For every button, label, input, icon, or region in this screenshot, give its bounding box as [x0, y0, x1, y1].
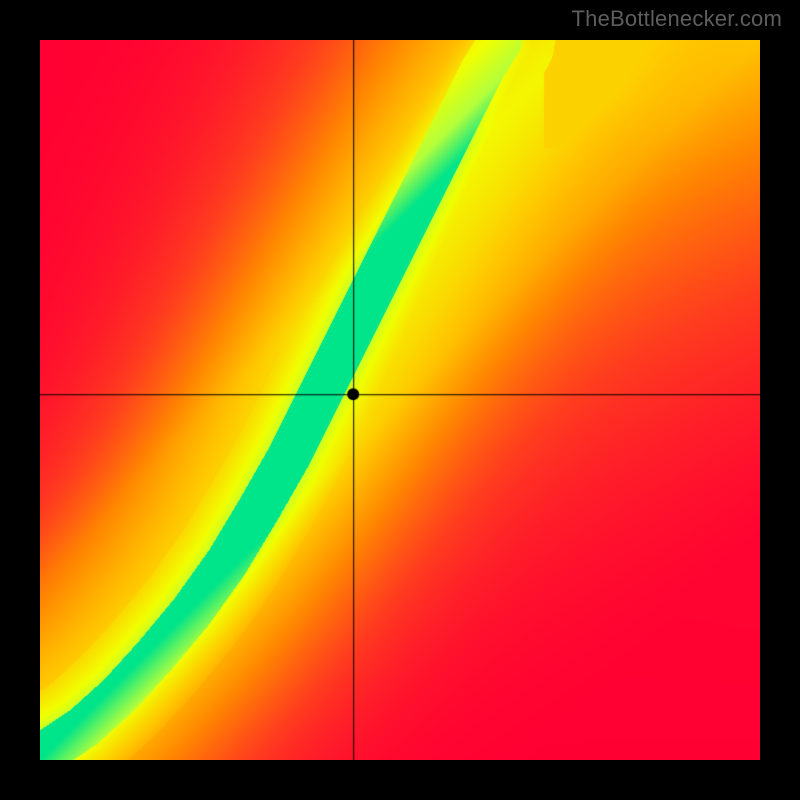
heatmap-canvas	[40, 40, 760, 760]
heatmap-plot	[40, 40, 760, 760]
watermark-text: TheBottlenecker.com	[572, 6, 782, 32]
